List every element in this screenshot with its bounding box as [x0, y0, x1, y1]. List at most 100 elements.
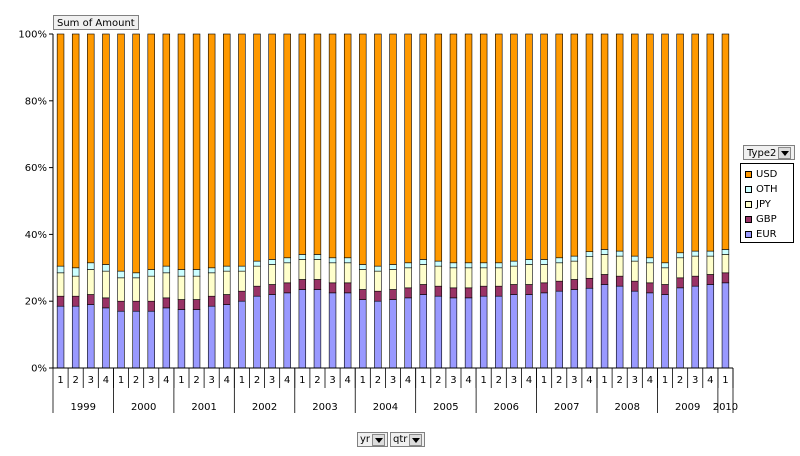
bar-segment-usd: [132, 33, 140, 274]
legend-label: OTH: [756, 184, 778, 195]
bar-stack: [721, 33, 730, 369]
bar-stack: [374, 33, 382, 369]
y-tick-label: 60%: [25, 163, 47, 174]
bar-segment-jpy: [555, 262, 563, 282]
quarter-label: 4: [586, 375, 592, 386]
axis-field-buttons: yr qtr: [357, 432, 426, 447]
bar-stack: [283, 33, 291, 369]
bar-segment-usd: [328, 33, 337, 259]
bar-segment-gbp: [56, 295, 65, 307]
bar-segment-eur: [71, 305, 80, 369]
bar-segment-oth: [298, 254, 307, 260]
bar-stack: [661, 33, 669, 369]
bar-segment-eur: [147, 310, 155, 369]
bar-segment-jpy: [162, 272, 171, 299]
bar-segment-oth: [147, 269, 155, 277]
bar-segment-eur: [600, 284, 609, 369]
legend-field-label: Type2: [747, 148, 777, 159]
quarter-label: 1: [299, 375, 305, 386]
bar-segment-jpy: [132, 277, 140, 302]
bar-stack: [56, 33, 65, 369]
bar-segment-oth: [570, 255, 579, 262]
bar-segment-oth: [479, 262, 488, 269]
bar-segment-oth: [585, 251, 594, 257]
bar-segment-usd: [570, 33, 579, 257]
bar-segment-eur: [706, 284, 715, 369]
bar-segment-oth: [721, 249, 730, 255]
bar-segment-gbp: [298, 279, 307, 290]
bar-segment-oth: [449, 262, 458, 269]
bar-segment-usd: [585, 33, 594, 252]
bar-segment-jpy: [374, 270, 382, 292]
axis-field-yr[interactable]: yr: [357, 432, 389, 447]
quarter-label: 4: [284, 375, 290, 386]
bar-segment-jpy: [676, 257, 684, 279]
legend-label: EUR: [756, 229, 777, 240]
legend-swatch: [745, 201, 752, 208]
quarter-label: 1: [420, 375, 426, 386]
bar-segment-jpy: [721, 254, 730, 274]
bar-segment-eur: [389, 299, 397, 369]
data-field-button[interactable]: Sum of Amount: [53, 15, 139, 30]
bar-segment-gbp: [147, 300, 155, 312]
bar-stack: [570, 33, 579, 369]
bar-segment-usd: [359, 33, 367, 265]
bar-segment-jpy: [71, 275, 80, 297]
bar-segment-jpy: [585, 256, 594, 279]
bar-segment-usd: [343, 33, 352, 259]
bar-segment-jpy: [525, 264, 533, 285]
bar-segment-usd: [434, 33, 443, 262]
quarter-label: 1: [601, 375, 607, 386]
quarter-label: 3: [88, 375, 94, 386]
bar-segment-gbp: [374, 290, 382, 302]
bar-segment-gbp: [525, 284, 533, 295]
bar-segment-eur: [615, 285, 624, 369]
bar-segment-usd: [540, 33, 548, 260]
legend-label: USD: [756, 169, 778, 180]
bar-stack: [585, 33, 594, 369]
legend-field-button[interactable]: Type2: [743, 145, 796, 160]
legend-item-oth: OTH: [745, 184, 778, 195]
bar-segment-oth: [540, 259, 548, 265]
bar-stack: [253, 33, 261, 369]
bar-segment-oth: [132, 272, 140, 279]
bar-segment-jpy: [56, 272, 65, 297]
bar-segment-eur: [434, 295, 443, 369]
bar-stack: [71, 33, 80, 369]
bar-segment-eur: [555, 290, 563, 369]
chevron-down-icon[interactable]: [372, 433, 386, 446]
bar-segment-eur: [464, 297, 473, 369]
bar-segment-oth: [555, 257, 563, 264]
bar-stack: [631, 33, 639, 369]
bar-stack: [117, 33, 125, 369]
bar-segment-jpy: [449, 267, 458, 289]
bar-segment-usd: [419, 33, 427, 260]
bar-segment-oth: [374, 265, 382, 272]
bar-segment-jpy: [313, 259, 322, 280]
bar-segment-oth: [419, 259, 427, 265]
chevron-down-icon[interactable]: [409, 433, 423, 446]
quarter-label: 2: [616, 375, 622, 386]
year-label: 2005: [433, 402, 458, 413]
bar-segment-gbp: [449, 287, 458, 299]
chevron-down-icon[interactable]: [778, 147, 792, 159]
bar-stack: [464, 33, 473, 369]
bar-segment-jpy: [600, 254, 609, 275]
bar-segment-usd: [404, 33, 412, 264]
quarter-label: 1: [360, 375, 366, 386]
bar-stack: [434, 33, 443, 369]
bar-stack: [177, 33, 186, 369]
bar-segment-gbp: [253, 285, 261, 297]
bar-segment-eur: [298, 289, 307, 369]
bar-segment-jpy: [570, 260, 579, 280]
bar-segment-jpy: [207, 272, 216, 297]
bar-segment-oth: [87, 262, 95, 270]
year-label: 2002: [252, 402, 277, 413]
bar-segment-oth: [706, 250, 715, 257]
bar-segment-jpy: [615, 255, 624, 277]
bar-segment-usd: [495, 33, 503, 264]
axis-field-qtr[interactable]: qtr: [390, 432, 426, 447]
bar-segment-usd: [706, 33, 715, 252]
legend-swatch: [745, 186, 752, 193]
